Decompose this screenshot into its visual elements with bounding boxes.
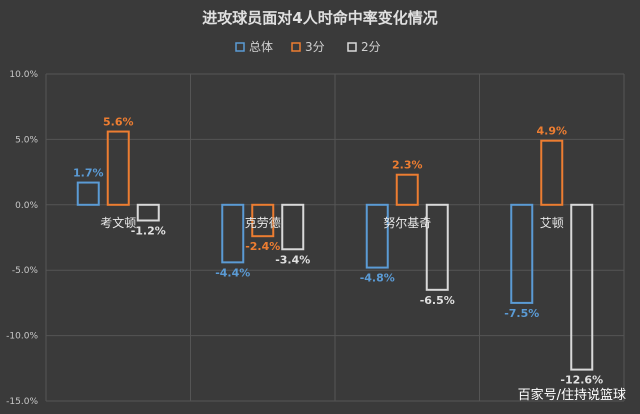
y-tick-label: -15.0% bbox=[6, 397, 38, 407]
y-tick-label: -10.0% bbox=[6, 332, 38, 342]
category-label: 克劳德 bbox=[245, 215, 281, 230]
data-label: 1.7% bbox=[73, 167, 104, 180]
bar bbox=[281, 203, 305, 251]
legend-label: 2分 bbox=[361, 40, 381, 54]
bar bbox=[540, 139, 564, 206]
y-tick-label: -5.0% bbox=[12, 266, 39, 276]
bar bbox=[510, 203, 534, 304]
legend-label: 3分 bbox=[305, 40, 325, 54]
legend: 总体 3分 2分 bbox=[235, 40, 381, 54]
legend-swatch bbox=[347, 42, 357, 52]
data-label: -12.6% bbox=[560, 374, 603, 387]
bar bbox=[106, 130, 130, 206]
data-label: 4.9% bbox=[536, 125, 567, 138]
category-label: 努尔基奇 bbox=[383, 215, 431, 230]
bar bbox=[395, 173, 419, 206]
category-labels: 考文顿 克劳德 努尔基奇 艾顿 bbox=[100, 215, 564, 230]
watermark: 百家号/住持说篮球 bbox=[518, 387, 626, 403]
data-label: -4.4% bbox=[215, 266, 250, 279]
category-label: 艾顿 bbox=[540, 216, 564, 230]
bar bbox=[570, 203, 594, 371]
data-label: -7.5% bbox=[504, 307, 539, 320]
bar bbox=[221, 203, 245, 264]
chart-title: 进攻球员面对4人时命中率变化情况 bbox=[202, 9, 437, 27]
y-tick-label: 10.0% bbox=[9, 70, 38, 80]
y-tick-label: 0.0% bbox=[15, 201, 38, 211]
y-tick-label: 5.0% bbox=[15, 135, 38, 145]
bar bbox=[251, 203, 275, 238]
data-label: 2.3% bbox=[392, 159, 423, 172]
y-axis: 10.0% 5.0% 0.0% -5.0% -10.0% -15.0% bbox=[6, 70, 38, 407]
category-label: 考文顿 bbox=[100, 215, 136, 230]
data-label: -2.4% bbox=[245, 240, 280, 253]
data-label: -4.8% bbox=[360, 272, 395, 285]
data-label: 5.6% bbox=[103, 116, 134, 129]
bar bbox=[365, 203, 389, 269]
data-label: -6.5% bbox=[420, 294, 455, 307]
legend-swatch bbox=[291, 42, 301, 52]
legend-label: 总体 bbox=[249, 40, 273, 54]
bar bbox=[76, 181, 100, 206]
bar bbox=[425, 203, 449, 291]
data-label: -3.4% bbox=[275, 253, 310, 266]
bars bbox=[76, 130, 594, 371]
data-label: -1.2% bbox=[131, 224, 166, 237]
data-labels: 1.7% 5.6% -1.2% -4.4% -2.4%-3.4% -4.8% 2.3% -6.… bbox=[73, 116, 603, 387]
bar bbox=[136, 203, 160, 222]
legend-swatch bbox=[235, 42, 245, 52]
